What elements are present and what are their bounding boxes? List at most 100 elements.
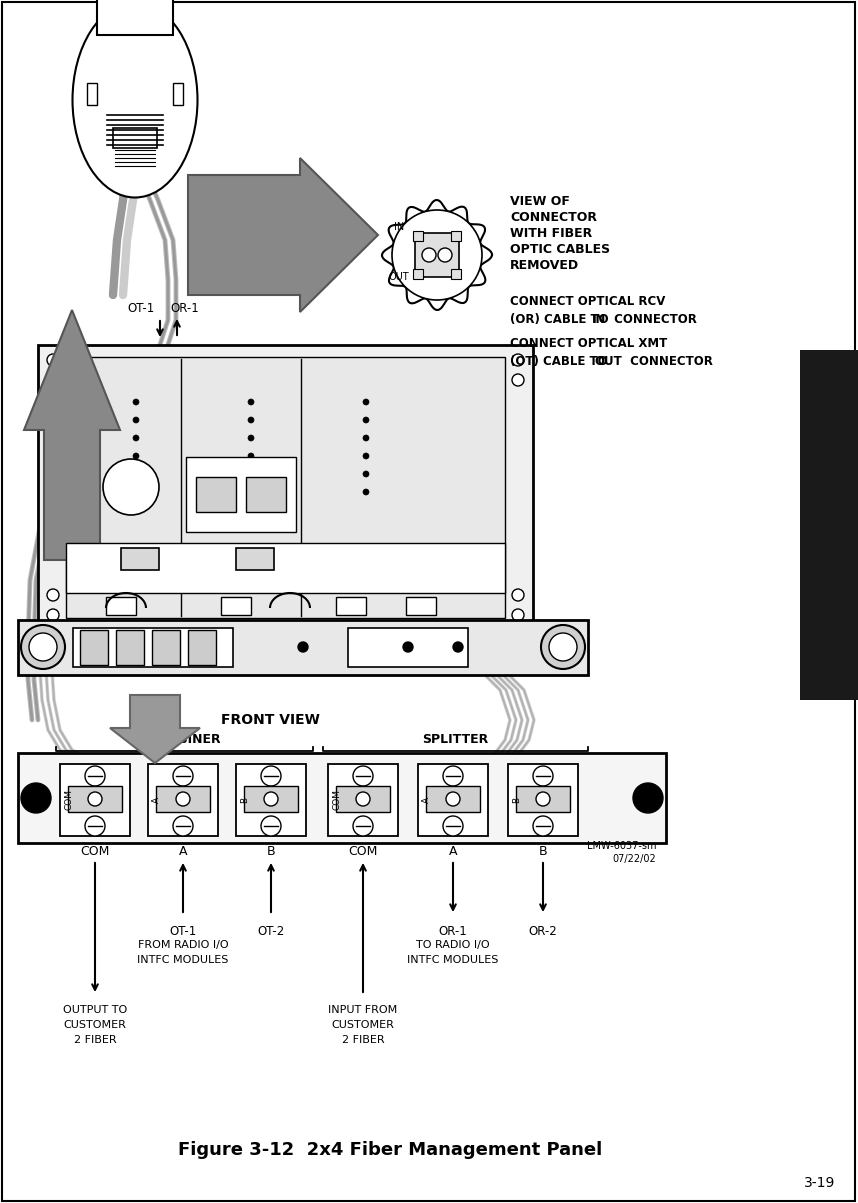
Circle shape <box>533 766 553 786</box>
Bar <box>246 478 286 512</box>
Text: IN: IN <box>592 313 607 326</box>
Bar <box>106 597 136 615</box>
Bar <box>451 269 461 279</box>
Text: LMW-6037-sm: LMW-6037-sm <box>587 841 656 851</box>
Bar <box>68 786 122 812</box>
Text: SPLITTER: SPLITTER <box>422 733 488 746</box>
Circle shape <box>248 417 254 423</box>
Circle shape <box>512 374 524 386</box>
Circle shape <box>85 766 105 786</box>
Circle shape <box>264 792 278 806</box>
Bar <box>336 597 366 615</box>
Circle shape <box>248 488 254 494</box>
Circle shape <box>21 626 65 669</box>
Text: FROM RADIO I/O: FROM RADIO I/O <box>137 940 228 950</box>
Text: (OR) CABLE TO: (OR) CABLE TO <box>510 313 613 326</box>
Circle shape <box>103 460 159 515</box>
Circle shape <box>173 816 193 836</box>
Circle shape <box>536 792 550 806</box>
Circle shape <box>533 816 553 836</box>
Text: INTFC MODULES: INTFC MODULES <box>137 955 229 965</box>
Text: CONNECTOR: CONNECTOR <box>510 211 597 224</box>
Bar <box>60 764 130 836</box>
Bar <box>80 630 108 665</box>
Text: VIEW OF: VIEW OF <box>510 195 570 208</box>
Text: OT-1: OT-1 <box>169 925 196 938</box>
Bar <box>97 0 173 35</box>
Bar <box>508 764 578 836</box>
Circle shape <box>422 248 436 262</box>
Polygon shape <box>110 695 200 763</box>
Bar <box>73 628 233 666</box>
Polygon shape <box>382 200 492 310</box>
Circle shape <box>133 454 139 460</box>
Bar <box>415 233 459 277</box>
Bar <box>87 83 97 105</box>
Text: OR-1: OR-1 <box>438 925 468 938</box>
Text: CONNECT OPTICAL XMT: CONNECT OPTICAL XMT <box>510 337 668 350</box>
Circle shape <box>363 417 369 423</box>
Circle shape <box>298 642 308 652</box>
Text: COM: COM <box>332 789 341 811</box>
Bar <box>800 350 858 700</box>
Circle shape <box>363 488 369 494</box>
Text: OT-2: OT-2 <box>257 925 285 938</box>
Text: A: A <box>422 796 431 804</box>
Text: OPTIC CABLES: OPTIC CABLES <box>510 243 610 256</box>
Circle shape <box>47 354 59 366</box>
Circle shape <box>549 633 577 660</box>
Circle shape <box>261 766 281 786</box>
Bar <box>426 786 480 812</box>
Circle shape <box>512 354 524 366</box>
Text: COM: COM <box>81 845 110 858</box>
Text: CONNECTOR: CONNECTOR <box>610 313 697 326</box>
Circle shape <box>47 374 59 386</box>
Bar <box>516 786 570 812</box>
Bar <box>451 231 461 241</box>
Bar <box>186 457 296 532</box>
Bar <box>156 786 210 812</box>
Circle shape <box>133 472 139 478</box>
Circle shape <box>541 626 585 669</box>
Text: COM: COM <box>348 845 378 858</box>
Circle shape <box>21 783 51 813</box>
Text: WITH FIBER: WITH FIBER <box>510 227 592 241</box>
Bar <box>18 753 666 843</box>
Circle shape <box>176 792 190 806</box>
Bar <box>18 620 588 675</box>
Circle shape <box>356 792 370 806</box>
Text: OR-2: OR-2 <box>529 925 558 938</box>
Bar <box>244 786 298 812</box>
Circle shape <box>443 766 463 786</box>
Text: B: B <box>539 845 547 858</box>
Bar <box>113 128 157 148</box>
Circle shape <box>363 472 369 478</box>
Bar <box>328 764 398 836</box>
Circle shape <box>446 792 460 806</box>
Text: INTFC MODULES: INTFC MODULES <box>408 955 498 965</box>
Bar <box>348 628 468 666</box>
Text: FRONT VIEW: FRONT VIEW <box>221 713 319 727</box>
Text: A: A <box>449 845 457 858</box>
Ellipse shape <box>72 2 197 197</box>
Circle shape <box>403 642 413 652</box>
Text: IN: IN <box>394 223 404 232</box>
Polygon shape <box>188 158 378 312</box>
Circle shape <box>261 816 281 836</box>
Bar <box>66 357 505 618</box>
Circle shape <box>133 399 139 405</box>
Text: COMBINER: COMBINER <box>147 733 221 746</box>
Circle shape <box>133 488 139 494</box>
Circle shape <box>438 248 452 262</box>
Text: (OT) CABLE TO: (OT) CABLE TO <box>510 355 612 368</box>
Text: A: A <box>152 796 161 804</box>
Text: OT-1: OT-1 <box>128 302 155 314</box>
Text: B: B <box>240 796 249 804</box>
Text: OR-1: OR-1 <box>170 302 199 314</box>
Circle shape <box>512 609 524 621</box>
Text: TO RADIO I/O: TO RADIO I/O <box>416 940 490 950</box>
Circle shape <box>363 435 369 442</box>
Circle shape <box>353 766 373 786</box>
Circle shape <box>133 435 139 442</box>
Circle shape <box>133 417 139 423</box>
